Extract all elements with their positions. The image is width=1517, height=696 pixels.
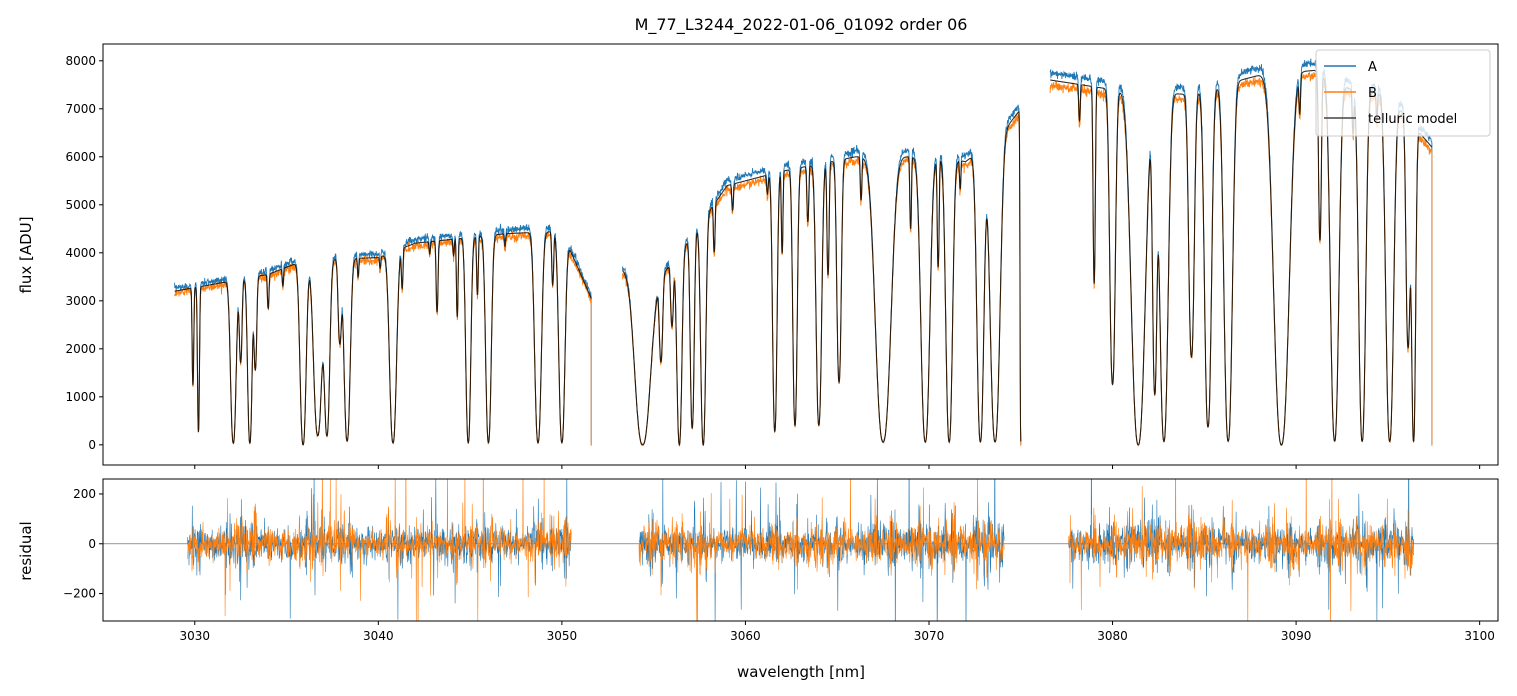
x-tick-label: 3100 <box>1464 629 1495 643</box>
series-a-line <box>174 223 592 446</box>
legend-label-b: B <box>1368 86 1377 101</box>
residual-ytick-label: −200 <box>63 587 96 601</box>
telluric-model-line <box>622 111 1022 447</box>
legend-label-model: telluric model <box>1368 112 1457 127</box>
x-tick-label: 3060 <box>730 629 761 643</box>
legend-label-a: A <box>1368 60 1377 75</box>
x-tick-label: 3040 <box>363 629 394 643</box>
x-tick-label: 3050 <box>547 629 578 643</box>
residual-b-line <box>638 479 1005 621</box>
flux-ytick-label: 7000 <box>65 102 96 116</box>
flux-ytick-label: 1000 <box>65 390 96 404</box>
x-tick-label: 3090 <box>1281 629 1312 643</box>
flux-ytick-label: 8000 <box>65 54 96 68</box>
flux-ytick-label: 2000 <box>65 342 96 356</box>
residual-panel: −200 0 200 3030 3040 3050 3060 3070 3080 3090 310… <box>17 478 1499 681</box>
x-tick-label: 3070 <box>914 629 945 643</box>
flux-ytick-label: 4000 <box>65 246 96 260</box>
flux-panel: 0 1000 2000 3000 4000 5000 6000 7000 8000 flux [… <box>17 43 1499 469</box>
residual-ytick-label: 200 <box>73 487 96 501</box>
legend: A B telluric model <box>1315 49 1491 137</box>
x-axis-label: wavelength [nm] <box>737 663 865 681</box>
residual-frame <box>102 478 1499 622</box>
flux-ytick-label: 0 <box>88 438 96 452</box>
flux-ylabel: flux [ADU] <box>17 216 35 293</box>
residual-a-line <box>1068 479 1414 621</box>
flux-frame <box>102 43 1499 466</box>
legend-box <box>1315 49 1491 137</box>
residual-ytick-label: 0 <box>88 537 96 551</box>
residual-b-line <box>187 479 572 621</box>
flux-plot-area <box>103 44 1498 465</box>
residual-ylabel: residual <box>17 521 35 580</box>
x-tick-label: 3030 <box>180 629 211 643</box>
flux-ytick-label: 6000 <box>65 150 96 164</box>
telluric-model-line <box>1050 69 1433 446</box>
x-tick-label: 3080 <box>1097 629 1128 643</box>
telluric-model-line <box>174 231 592 446</box>
chart-title: M_77_L3244_2022-01-06_01092 order 06 <box>635 15 968 35</box>
flux-ytick-label: 3000 <box>65 294 96 308</box>
flux-ytick-label: 5000 <box>65 198 96 212</box>
residual-b-line <box>1068 479 1414 621</box>
